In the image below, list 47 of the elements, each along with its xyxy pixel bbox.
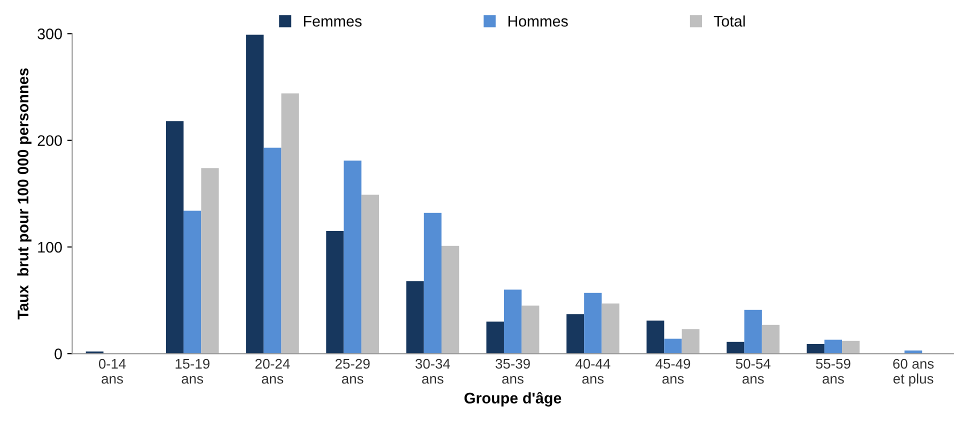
x-tick-label: 60 ans et plus: [893, 358, 934, 386]
bar: [201, 168, 219, 354]
bar: [762, 324, 780, 354]
y-tick-label: 300: [38, 28, 62, 40]
bar: [664, 338, 682, 354]
bar: [824, 340, 842, 354]
bar: [442, 246, 460, 354]
x-tick-label: 40-44 ans: [575, 358, 610, 384]
bar: [281, 93, 299, 354]
x-tick-label: 20-24 ans: [255, 358, 290, 384]
x-tick-label: 45-49 ans: [656, 358, 690, 384]
bar: [361, 194, 380, 354]
bar: [166, 121, 184, 354]
legend-label: Total: [714, 15, 745, 27]
bar: [566, 314, 584, 354]
x-tick-label: 0-14 ans: [98, 358, 126, 384]
bar: [744, 310, 762, 354]
bar: [646, 320, 664, 354]
x-tick-label: 35-39 ans: [496, 358, 530, 384]
bar: [584, 292, 602, 354]
bar: [326, 230, 344, 354]
bar: [184, 210, 202, 354]
y-tick-label: 200: [38, 135, 62, 146]
bar: [504, 290, 522, 354]
bar: [602, 304, 620, 354]
x-tick-label: 25-29 ans: [336, 358, 370, 384]
bar: [726, 342, 744, 354]
bar: [486, 322, 504, 354]
bar: [682, 329, 700, 354]
legend-label: Femmes: [304, 16, 362, 27]
bar: [406, 281, 424, 354]
x-tick-label: 15-19 ans: [176, 358, 210, 384]
bar: [424, 212, 442, 354]
x-tick-label: 30-34 ans: [415, 358, 450, 384]
bar: [806, 344, 824, 354]
bar: [842, 340, 860, 354]
x-tick-label: 55-59 ans: [816, 358, 850, 384]
legend-label: Hommes: [508, 16, 568, 27]
y-tick-label: 100: [38, 242, 62, 253]
y-axis-title: Taux brut pour 100 000 personnes: [17, 68, 32, 320]
bar: [246, 34, 264, 354]
bar: [522, 306, 540, 354]
y-tick-label: 0: [54, 348, 62, 360]
bar: [344, 160, 362, 354]
x-tick-label: 50-54 ans: [736, 358, 770, 384]
bar: [264, 148, 282, 354]
x-axis-title: Groupe d'âge: [464, 392, 562, 407]
